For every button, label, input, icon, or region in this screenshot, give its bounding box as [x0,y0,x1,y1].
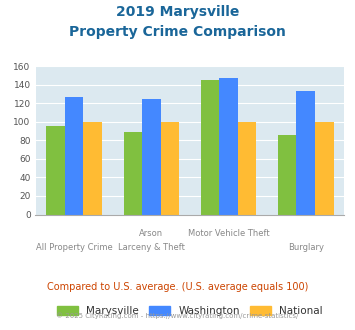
Text: © 2025 CityRating.com - https://www.cityrating.com/crime-statistics/: © 2025 CityRating.com - https://www.city… [56,312,299,318]
Bar [296,91,315,214]
Bar [315,122,334,214]
Text: 2019 Marysville: 2019 Marysville [116,5,239,19]
Text: Compared to U.S. average. (U.S. average equals 100): Compared to U.S. average. (U.S. average … [47,282,308,292]
Bar [201,80,219,214]
Bar [219,78,238,214]
Text: Motor Vehicle Theft: Motor Vehicle Theft [188,229,269,238]
Bar [142,99,160,214]
Bar [160,122,179,214]
Bar [83,122,102,214]
Text: Property Crime Comparison: Property Crime Comparison [69,25,286,39]
Text: Arson: Arson [139,229,163,238]
Bar [278,135,296,214]
Text: Larceny & Theft: Larceny & Theft [118,243,185,251]
Legend: Marysville, Washington, National: Marysville, Washington, National [53,301,327,320]
Bar [46,126,65,214]
Bar [238,122,256,214]
Bar [65,97,83,214]
Bar [124,132,142,214]
Text: Burglary: Burglary [288,243,324,251]
Text: All Property Crime: All Property Crime [36,243,113,251]
